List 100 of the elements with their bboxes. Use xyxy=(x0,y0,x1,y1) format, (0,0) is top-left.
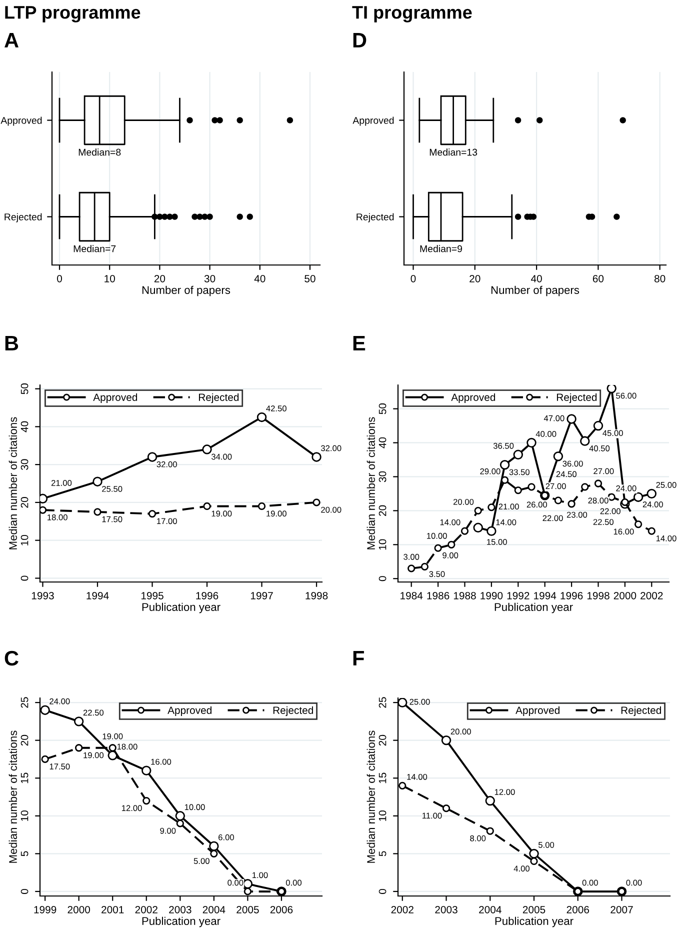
x-tick-label: 2004 xyxy=(479,906,502,914)
data-label: 24.00 xyxy=(50,698,70,704)
x-tick-label: 2004 xyxy=(202,906,226,914)
y-tick-label: Rejected xyxy=(4,213,42,222)
data-label: 9.00 xyxy=(442,552,458,558)
data-label: 25.00 xyxy=(410,698,430,705)
data-label: 11.00 xyxy=(422,812,442,819)
data-label: 28.00 xyxy=(588,498,608,504)
x-tick-label: 20 xyxy=(154,274,166,282)
x-tick-label: 80 xyxy=(654,274,666,282)
data-label: 36.50 xyxy=(493,442,514,449)
data-label: 47.00 xyxy=(544,415,564,422)
data-label: 4.00 xyxy=(514,866,530,872)
data-label: 42.50 xyxy=(266,405,286,412)
y-tick-label: 20 xyxy=(378,734,386,746)
x-tick-label: 2003 xyxy=(169,906,192,914)
data-label: 6.00 xyxy=(218,834,234,840)
legend-label: Rejected xyxy=(273,706,313,716)
x-axis-title: Number of papers xyxy=(142,286,230,296)
data-label: 8.00 xyxy=(470,835,486,842)
legend-label: Rejected xyxy=(556,393,597,404)
data-label: 14.00 xyxy=(440,519,460,526)
data-label: 16.00 xyxy=(614,528,634,535)
x-tick-label: 2006 xyxy=(270,906,293,914)
y-tick-label: 20 xyxy=(378,505,386,516)
y-axis-title: Median number of citations xyxy=(366,417,375,550)
data-label: 23.00 xyxy=(566,512,588,518)
x-tick-label: 40 xyxy=(530,274,542,282)
x-tick-label: 2001 xyxy=(102,906,124,914)
x-tick-label: 1994 xyxy=(86,592,109,600)
x-axis-title: Publication year xyxy=(494,602,573,614)
data-label: 0.00 xyxy=(582,880,598,886)
data-label: 19.00 xyxy=(84,752,104,758)
legend-label: Approved xyxy=(516,706,560,716)
data-label: 12.00 xyxy=(494,789,515,795)
data-label: 0.00 xyxy=(286,880,302,886)
x-tick-label: 2003 xyxy=(435,906,458,914)
data-label: 5.00 xyxy=(538,842,554,848)
data-label: 10.00 xyxy=(184,804,205,810)
x-tick-label: 1990 xyxy=(480,592,503,600)
data-label: 1.00 xyxy=(252,872,268,878)
x-tick-label: 2005 xyxy=(522,906,546,914)
data-label: 21.00 xyxy=(51,480,72,486)
data-label: 22.00 xyxy=(600,508,620,514)
data-label: 17.50 xyxy=(50,764,70,770)
x-tick-label: 1996 xyxy=(196,592,218,600)
data-label: 21.00 xyxy=(498,504,519,510)
x-tick-label: 1999 xyxy=(34,906,56,914)
data-label: 40.50 xyxy=(589,445,610,452)
y-tick-label: 5 xyxy=(20,851,28,856)
data-label: 27.00 xyxy=(594,468,614,474)
x-axis-title: Publication year xyxy=(142,916,220,928)
y-tick-label: 25 xyxy=(20,697,28,708)
y-tick-label: 50 xyxy=(378,403,386,414)
y-tick-label: 10 xyxy=(378,539,386,550)
chart-subtitle: TI programme xyxy=(352,6,472,22)
x-tick-label: 1992 xyxy=(507,592,530,600)
data-label: 27.00 xyxy=(546,483,566,490)
x-tick-label: 2007 xyxy=(610,906,633,914)
y-tick-label: 15 xyxy=(20,772,28,784)
chart-title: A xyxy=(4,33,18,48)
data-label: 29.00 xyxy=(480,468,500,474)
chart-title: D xyxy=(353,33,366,48)
x-tick-label: 0 xyxy=(410,274,416,282)
x-axis-title: Publication year xyxy=(142,602,220,614)
data-label: 45.00 xyxy=(602,430,623,436)
x-tick-label: 20 xyxy=(470,274,480,282)
data-label: 19.00 xyxy=(266,510,286,517)
data-label: 20.00 xyxy=(450,728,471,735)
legend-label: Approved xyxy=(451,393,496,404)
x-tick-label: 1995 xyxy=(141,592,164,600)
data-label: 22.50 xyxy=(83,710,104,716)
x-tick-label: 1984 xyxy=(400,592,423,600)
data-label: 32.00 xyxy=(156,461,177,468)
y-tick-label: 15 xyxy=(378,772,386,784)
chart-subtitle: LTP programme xyxy=(5,6,140,22)
x-tick-label: 2000 xyxy=(614,592,636,600)
legend-label: Approved xyxy=(168,706,212,716)
data-label: 56.00 xyxy=(616,392,636,399)
data-label: 15.00 xyxy=(487,538,507,545)
data-label: 0.00 xyxy=(228,880,244,886)
data-label: 19.00 xyxy=(102,733,123,740)
x-tick-label: 2000 xyxy=(68,906,90,914)
data-label: 24.00 xyxy=(642,501,663,508)
data-label: 14.00 xyxy=(407,774,428,780)
data-label: 19.00 xyxy=(212,510,232,517)
data-label: 22.00 xyxy=(542,515,563,522)
data-label: 36.00 xyxy=(562,460,583,467)
data-label: 24.50 xyxy=(556,471,576,478)
x-tick-label: 2002 xyxy=(640,592,663,600)
x-tick-label: 1993 xyxy=(32,592,54,600)
data-label: 24.00 xyxy=(616,485,636,492)
data-label: 18.00 xyxy=(48,514,68,520)
chart-title: B xyxy=(5,336,18,350)
x-tick-label: 1998 xyxy=(306,592,328,600)
y-tick-label: 10 xyxy=(378,810,386,821)
data-label: 14.00 xyxy=(656,535,676,542)
annotation: Median=8 xyxy=(78,148,121,156)
chart-title: F xyxy=(353,651,364,666)
x-tick-label: 1986 xyxy=(427,592,450,600)
